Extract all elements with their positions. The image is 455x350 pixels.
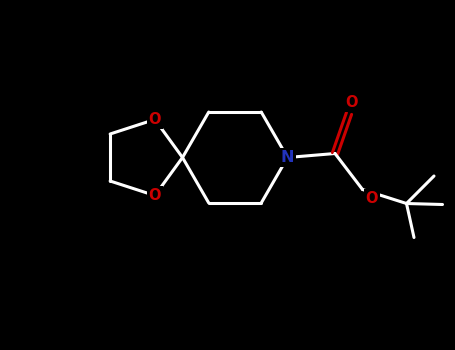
Text: O: O bbox=[345, 95, 358, 110]
Text: N: N bbox=[281, 150, 294, 165]
Text: O: O bbox=[149, 188, 161, 203]
Text: O: O bbox=[365, 191, 378, 206]
Text: O: O bbox=[149, 112, 161, 127]
